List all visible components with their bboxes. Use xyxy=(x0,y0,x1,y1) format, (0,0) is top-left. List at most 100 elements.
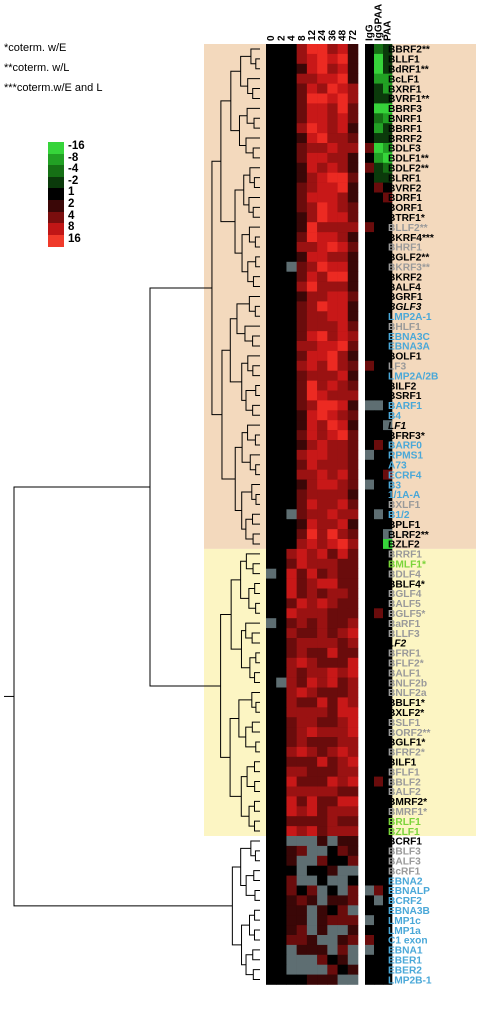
control-cell xyxy=(383,331,393,342)
control-cell xyxy=(365,717,375,728)
heatmap-cell xyxy=(266,885,277,896)
heatmap-cell xyxy=(327,925,338,936)
heatmap-cell xyxy=(276,489,287,500)
legend-label: -2 xyxy=(68,174,79,187)
heatmap-cell xyxy=(306,459,318,470)
control-cell xyxy=(383,459,393,470)
control-cell xyxy=(365,756,375,767)
dendrogram-branch xyxy=(13,486,233,907)
gene-label: BSLF1 xyxy=(388,718,421,729)
heatmap-cell xyxy=(317,430,328,441)
control-cell xyxy=(365,638,375,649)
heatmap-cell xyxy=(337,331,349,342)
control-cell xyxy=(365,529,375,540)
heatmap-cell xyxy=(286,321,297,332)
control-cell xyxy=(365,539,375,550)
heatmap-cell xyxy=(347,964,359,975)
heatmap-cell xyxy=(286,845,297,857)
control-cell xyxy=(374,271,384,282)
heatmap-cell xyxy=(306,806,318,817)
heatmap-cell xyxy=(306,420,318,431)
heatmap-cell xyxy=(306,855,318,866)
heatmap-cell xyxy=(347,737,359,748)
control-cell xyxy=(374,677,384,688)
heatmap-cell xyxy=(286,558,297,569)
heatmap-cell xyxy=(286,93,297,104)
control-cell xyxy=(383,766,393,777)
control-cell xyxy=(374,707,384,718)
heatmap-cell xyxy=(296,232,308,243)
legend-swatch xyxy=(48,176,64,189)
heatmap-cell xyxy=(296,301,308,312)
control-cell xyxy=(383,400,393,411)
dendrogram-branch xyxy=(254,889,260,901)
heatmap-cell xyxy=(337,390,349,401)
heatmap-cell xyxy=(337,73,349,84)
heatmap-cell xyxy=(266,212,277,223)
control-cell xyxy=(365,53,375,65)
heatmap-cell xyxy=(276,746,287,758)
heatmap-cell xyxy=(327,222,338,233)
heatmap-cell xyxy=(266,63,277,74)
heatmap-cell xyxy=(337,232,349,243)
control-cell xyxy=(383,657,393,668)
control-cell xyxy=(374,776,384,787)
control-cell xyxy=(374,222,384,233)
heatmap-cell xyxy=(317,529,328,540)
heatmap-cell xyxy=(337,826,349,837)
gene-label: BALF2 xyxy=(388,787,421,798)
dendrogram-branch xyxy=(240,55,251,87)
heatmap-cell xyxy=(347,548,359,560)
control-cell xyxy=(365,232,375,243)
heatmap-cell xyxy=(306,212,318,223)
heatmap-cell xyxy=(276,162,287,173)
heatmap-cell xyxy=(347,311,359,322)
control-cell xyxy=(374,568,384,579)
control-cell xyxy=(374,915,384,926)
heatmap-cell xyxy=(306,73,318,84)
heatmap-cell xyxy=(266,806,277,817)
control-cell xyxy=(383,360,393,371)
heatmap-cell xyxy=(296,400,308,411)
heatmap-cell xyxy=(296,796,308,807)
heatmap-cell xyxy=(266,143,277,154)
heatmap-cell xyxy=(327,489,338,500)
heatmap-cell xyxy=(337,410,349,421)
control-cell xyxy=(383,261,393,272)
heatmap-cell xyxy=(266,103,277,114)
heatmap-cell xyxy=(276,558,287,569)
control-cell xyxy=(365,608,375,619)
control-cell xyxy=(383,83,393,94)
heatmap-cell xyxy=(327,311,338,322)
heatmap-cell xyxy=(327,964,338,975)
heatmap-cell xyxy=(306,370,318,381)
heatmap-cell xyxy=(347,400,359,411)
heatmap-cell xyxy=(286,816,297,827)
heatmap-cell xyxy=(276,251,287,263)
control-cell xyxy=(365,430,375,441)
heatmap-cell xyxy=(306,647,318,659)
heatmap-cell xyxy=(337,964,349,975)
control-cell xyxy=(365,222,375,233)
control-cell xyxy=(365,271,375,282)
heatmap-cell xyxy=(327,143,338,154)
heatmap-cell xyxy=(266,152,277,164)
gene-label: EBNA3C xyxy=(388,332,431,343)
dendrogram-branch xyxy=(220,100,236,223)
control-cell xyxy=(374,964,384,975)
heatmap-cell xyxy=(276,63,287,74)
control-cell xyxy=(374,737,384,748)
control-cell xyxy=(374,806,384,817)
gene-label: ECRF4 xyxy=(388,470,422,481)
heatmap-cell xyxy=(306,935,318,946)
heatmap-cell xyxy=(337,865,349,876)
heatmap-cell xyxy=(337,301,349,312)
heatmap-cell xyxy=(306,608,318,619)
heatmap-cell xyxy=(317,667,328,678)
heatmap-cell xyxy=(296,707,308,718)
heatmap-cell xyxy=(327,370,338,381)
control-cell xyxy=(374,935,384,946)
heatmap-cell xyxy=(317,687,328,698)
